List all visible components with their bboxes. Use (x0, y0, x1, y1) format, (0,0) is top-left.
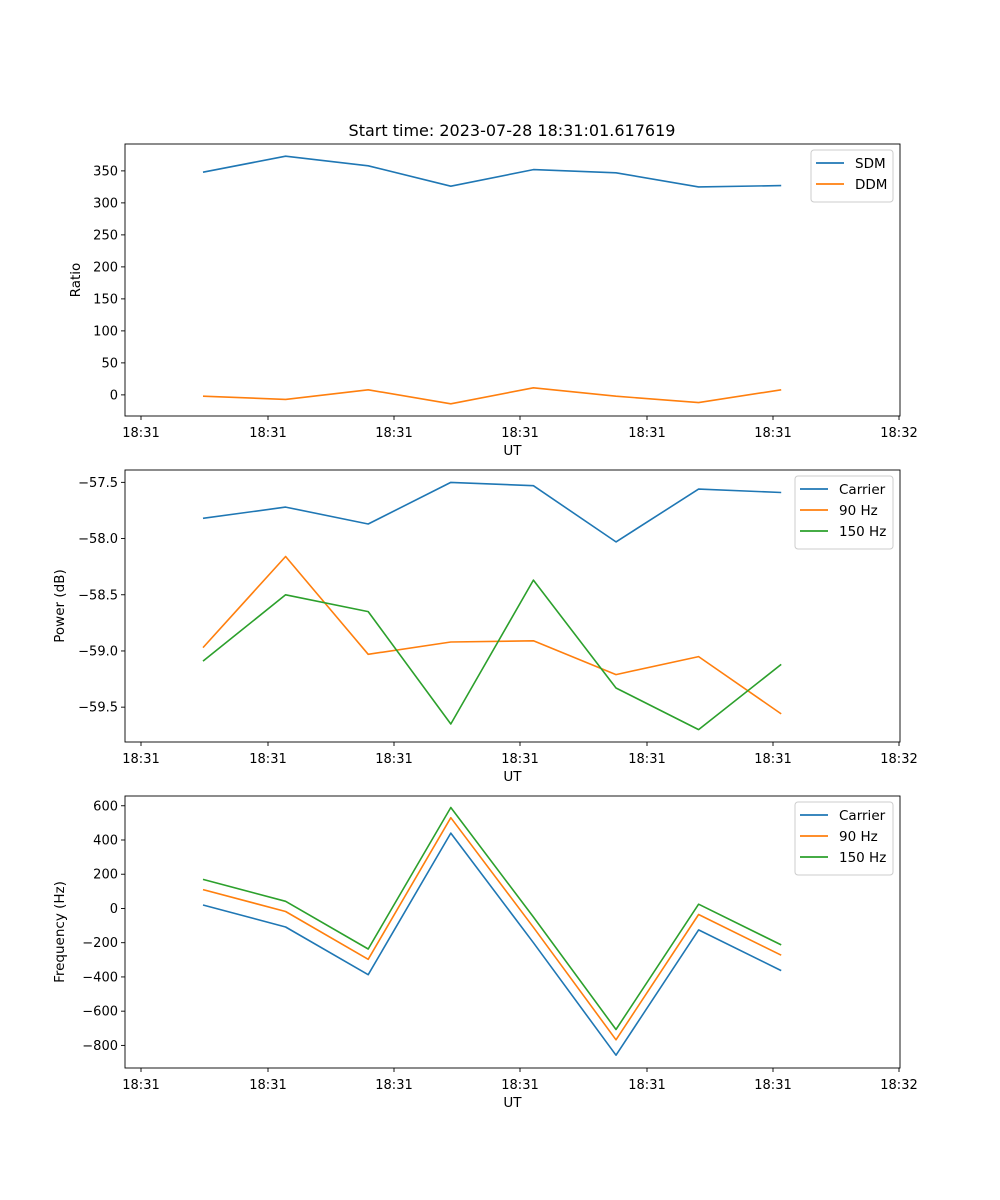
chart-panels: 18:31 18:31 18:31 18:31 18:31 18:31 18:32 UT 0 50… (52, 143, 918, 1111)
x-tick-label: 18:31 (501, 426, 538, 441)
legend-label: Carrier (839, 808, 886, 824)
x-tick-label: 18:31 (628, 752, 665, 767)
x-tick-label: 18:31 (249, 752, 286, 767)
x-tick-label: 18:31 (628, 426, 665, 441)
y-tick-label: −58.5 (78, 588, 118, 603)
chart-title: Start time: 2023-07-28 18:31:01.617619 (349, 121, 676, 140)
y-tick-label: −59.5 (78, 701, 118, 716)
x-tick-label: 18:31 (375, 426, 412, 441)
series-line-sdm (202, 155, 782, 188)
series-line-ddm (202, 386, 782, 405)
legend-label: 150 Hz (839, 850, 886, 866)
x-tick-label: 18:31 (754, 1078, 791, 1093)
series-line-carrier (202, 832, 782, 1056)
y-tick-label: 400 (93, 833, 118, 848)
chart-panel-2: 18:31 18:31 18:31 18:31 18:31 18:31 18:32 UT −59… (52, 469, 918, 785)
y-tick-label: 150 (93, 292, 118, 307)
y-tick-label: 50 (101, 356, 118, 371)
y-tick-label: −57.5 (78, 476, 118, 491)
x-tick-label: 18:31 (375, 752, 412, 767)
series-line-90-hz (202, 555, 782, 715)
y-tick-label: 200 (93, 868, 118, 883)
x-axis-label: UT (503, 1095, 522, 1111)
y-axis-label: Ratio (68, 263, 84, 298)
x-tick-label: 18:31 (754, 752, 791, 767)
x-tick-label: 18:31 (249, 426, 286, 441)
series-line-90-hz (202, 816, 782, 1041)
x-tick-label: 18:31 (501, 1078, 538, 1093)
y-tick-label: −200 (82, 936, 118, 951)
y-tick-label: 600 (93, 799, 118, 814)
x-tick-label: 18:31 (122, 1078, 159, 1093)
y-tick-label: 0 (110, 388, 118, 403)
legend-label: 90 Hz (839, 503, 878, 519)
axes-frame (124, 469, 901, 743)
x-tick-label: 18:31 (375, 1078, 412, 1093)
x-tick-label: 18:32 (880, 426, 917, 441)
y-tick-label: 200 (93, 260, 118, 275)
y-tick-label: 350 (93, 164, 118, 179)
y-tick-label: −58.0 (78, 532, 118, 547)
x-tick-label: 18:31 (754, 426, 791, 441)
x-tick-label: 18:31 (249, 1078, 286, 1093)
y-tick-label: 0 (110, 902, 118, 917)
series-line-carrier (202, 481, 782, 543)
series-line-150-hz (202, 579, 782, 731)
legend-label: 150 Hz (839, 524, 886, 540)
x-tick-label: 18:31 (628, 1078, 665, 1093)
series-line-150-hz (202, 806, 782, 1031)
legend-label: Carrier (839, 482, 886, 498)
chart-panel-1: 18:31 18:31 18:31 18:31 18:31 18:31 18:32 UT 0 50… (68, 143, 918, 459)
y-tick-label: −600 (82, 1005, 118, 1020)
x-axis-label: UT (503, 443, 522, 459)
legend-label: SDM (855, 156, 886, 172)
legend-label: DDM (855, 177, 887, 193)
x-tick-label: 18:32 (880, 752, 917, 767)
axes-frame (124, 795, 901, 1069)
x-tick-label: 18:31 (501, 752, 538, 767)
y-tick-label: −400 (82, 970, 118, 985)
legend-label: 90 Hz (839, 829, 878, 845)
y-tick-label: 300 (93, 196, 118, 211)
y-tick-label: −800 (82, 1039, 118, 1054)
x-axis-label: UT (503, 769, 522, 785)
x-tick-label: 18:32 (880, 1078, 917, 1093)
y-axis-label: Power (dB) (52, 569, 68, 642)
x-tick-label: 18:31 (122, 752, 159, 767)
axes-frame (124, 143, 901, 417)
y-tick-label: 100 (93, 324, 118, 339)
y-tick-label: 250 (93, 228, 118, 243)
chart-panel-3: 18:31 18:31 18:31 18:31 18:31 18:31 18:32 UT −80… (52, 795, 918, 1111)
y-axis-label: Frequency (Hz) (52, 881, 68, 983)
y-tick-label: −59.0 (78, 644, 118, 659)
x-tick-label: 18:31 (122, 426, 159, 441)
